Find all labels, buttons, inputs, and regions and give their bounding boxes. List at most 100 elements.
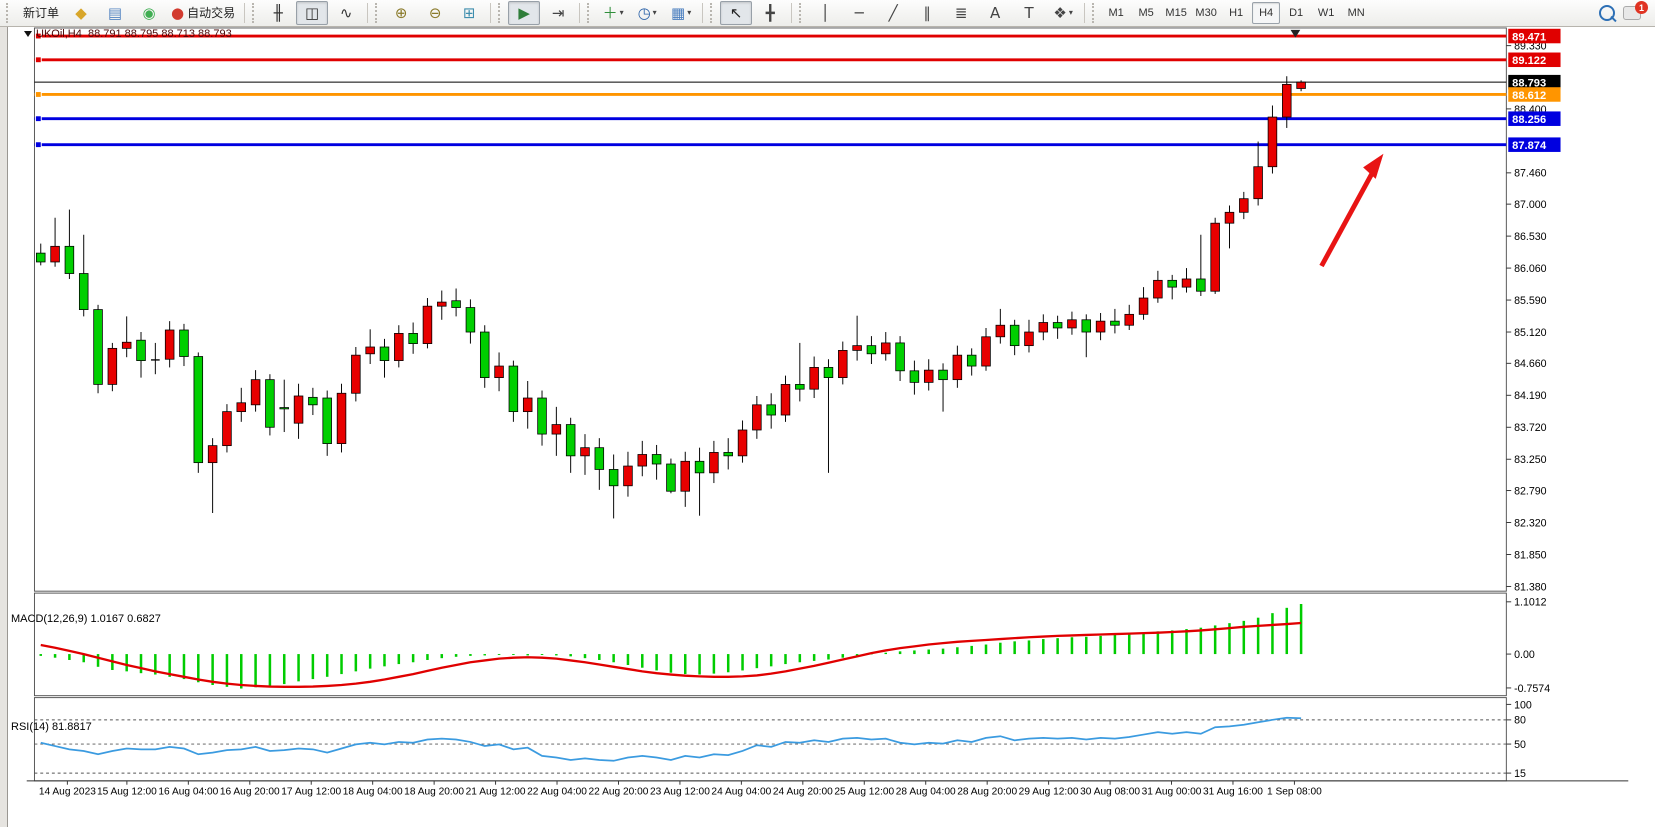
vertical-line-icon[interactable]: │ <box>809 1 841 25</box>
hline-handle[interactable] <box>34 32 42 40</box>
crosshair-icon[interactable]: ╋ <box>754 1 786 25</box>
time-axis-label[interactable]: 24 Aug 20:00 <box>773 786 833 797</box>
timeframe-m30-button[interactable]: M30 <box>1195 7 1217 19</box>
time-axis-label[interactable]: 28 Aug 04:00 <box>896 786 956 797</box>
bull-candle <box>1095 320 1106 333</box>
horizontal-line-icon[interactable]: ─ <box>843 1 875 25</box>
time-axis-label[interactable]: 25 Aug 12:00 <box>834 786 894 797</box>
time-axis-label[interactable]: 30 Aug 08:00 <box>1080 786 1140 797</box>
hline-handle[interactable] <box>34 115 42 123</box>
trend-arrow-object[interactable] <box>1319 169 1376 268</box>
bull-candle <box>1124 313 1134 326</box>
gold-icon[interactable]: ◆ <box>65 1 97 25</box>
price-tick-label[interactable]: 83.250 <box>1514 454 1547 466</box>
channel-icon[interactable]: ∥ <box>911 1 943 25</box>
price-chart[interactable]: 89.33088.40087.46087.00086.53086.06085.5… <box>0 27 1655 836</box>
zoom-in-icon[interactable]: ⊕ <box>385 1 417 25</box>
price-tick-label[interactable]: 81.850 <box>1514 549 1547 561</box>
price-tick-label[interactable]: 87.460 <box>1514 168 1547 180</box>
timeframe-d1-button[interactable]: D1 <box>1289 7 1304 19</box>
timeframe-m5-button[interactable]: M5 <box>1138 7 1154 19</box>
search-icon[interactable] <box>1599 5 1615 21</box>
bull-candle <box>293 395 304 424</box>
price-tick-label[interactable]: 82.320 <box>1514 517 1547 529</box>
price-tick-label[interactable]: 84.660 <box>1514 358 1547 370</box>
price-tick-label[interactable]: 85.120 <box>1514 327 1547 339</box>
hline-handle[interactable] <box>34 56 42 64</box>
bear-candle <box>694 460 705 474</box>
text-tool-icon[interactable]: A <box>979 1 1011 25</box>
timeframe-m1-button[interactable]: M1 <box>1108 7 1124 19</box>
timeframe-w1-button[interactable]: W1 <box>1317 7 1335 19</box>
price-tick-label[interactable]: 81.380 <box>1514 581 1547 593</box>
time-axis-label[interactable]: 29 Aug 12:00 <box>1019 786 1079 797</box>
timeframe-mn-button[interactable]: MN <box>1347 7 1365 19</box>
time-axis-label[interactable]: 15 Aug 12:00 <box>97 786 157 797</box>
chart-shift-icon[interactable]: ⇥ <box>542 1 574 25</box>
zoom-out-icon[interactable]: ⊖ <box>419 1 451 25</box>
price-tick-label[interactable]: 83.720 <box>1514 422 1547 434</box>
candlestick-chart-icon[interactable]: ◫ <box>296 1 329 25</box>
price-tick-label[interactable]: 82.790 <box>1514 485 1547 497</box>
tile-windows-icon[interactable]: ⊞ <box>453 1 485 25</box>
templates-icon: ▦ <box>671 3 686 22</box>
price-tick-label[interactable]: 86.060 <box>1514 263 1547 275</box>
price-tick-label[interactable]: 86.530 <box>1514 231 1547 243</box>
hline-handle[interactable] <box>34 141 42 149</box>
time-axis-label[interactable]: 16 Aug 04:00 <box>158 786 218 797</box>
new-order-button[interactable]: 新订单 <box>16 1 63 25</box>
time-axis-label[interactable]: 22 Aug 20:00 <box>589 786 649 797</box>
time-axis-label[interactable]: 16 Aug 20:00 <box>220 786 280 797</box>
label-tool-icon[interactable]: T <box>1013 1 1045 25</box>
bull-candle <box>680 460 690 492</box>
bull-candle <box>838 350 848 378</box>
indicators-icon[interactable]: ＋ ▾ <box>597 1 629 25</box>
trendline-icon[interactable]: ╱ <box>877 1 909 25</box>
time-axis-label[interactable]: 18 Aug 20:00 <box>404 786 464 797</box>
time-axis-label[interactable]: 31 Aug 16:00 <box>1203 786 1263 797</box>
bar-chart-icon[interactable]: ╫ <box>262 1 294 25</box>
price-tick-label[interactable]: 87.000 <box>1514 199 1547 211</box>
auto-scroll-icon: ▶ <box>518 3 530 22</box>
bear-candle <box>895 342 905 372</box>
zoom-in-icon: ⊕ <box>394 3 408 22</box>
macd-header: MACD(12,26,9) 1.0167 0.6827 <box>11 613 161 625</box>
price-tick-label[interactable]: 89.330 <box>1514 40 1547 52</box>
price-tick-label[interactable]: 84.190 <box>1514 390 1547 402</box>
fibonacci-icon[interactable]: ≣ <box>945 1 977 25</box>
line-chart-icon[interactable]: ∿ <box>330 1 362 25</box>
price-tick-label[interactable]: 85.590 <box>1514 295 1547 307</box>
chart-shift-icon: ⇥ <box>551 3 565 22</box>
arrows-tool-icon[interactable]: ❖ ▾ <box>1047 1 1079 25</box>
bear-candle <box>64 245 75 274</box>
auto-scroll-icon[interactable]: ▶ <box>508 1 541 25</box>
toolbar-separator <box>702 3 704 23</box>
time-axis-label[interactable]: 31 Aug 00:00 <box>1142 786 1202 797</box>
marketwatch-icon[interactable]: ◉ <box>133 1 165 25</box>
time-axis-label[interactable]: 1 Sep 08:00 <box>1267 786 1322 797</box>
bear-candle <box>479 331 490 378</box>
price-label-badge <box>1508 52 1561 68</box>
timeframe-h1-button[interactable]: H1 <box>1229 7 1244 19</box>
chart-shift-marker-icon[interactable] <box>1290 29 1301 38</box>
autotrading-button[interactable]: ● 自动交易 <box>167 1 239 25</box>
rsi-axis-label: 15 <box>1514 768 1526 780</box>
chart-window[interactable]: UKOil,H4 88.791 88.795 88.713 88.793 MAC… <box>0 27 1655 836</box>
templates-icon[interactable]: ▦ ▾ <box>665 1 697 25</box>
time-axis-label[interactable]: 21 Aug 12:00 <box>466 786 526 797</box>
timeframe-h4-button[interactable]: H4 <box>1252 2 1281 24</box>
hline-handle[interactable] <box>34 91 42 98</box>
time-axis-label[interactable]: 24 Aug 04:00 <box>711 786 771 797</box>
terminal-window-icon[interactable]: ▤ <box>99 1 131 25</box>
chat-icon[interactable]: 1 <box>1623 1 1648 20</box>
cursor-icon[interactable]: ↖ <box>720 1 753 25</box>
candlestick-chart-icon: ◫ <box>305 3 320 22</box>
periods-clock-icon[interactable]: ◷ ▾ <box>631 1 663 25</box>
time-axis-label[interactable]: 23 Aug 12:00 <box>650 786 710 797</box>
time-axis-label[interactable]: 22 Aug 04:00 <box>527 786 587 797</box>
timeframe-m15-button[interactable]: M15 <box>1165 7 1187 19</box>
time-axis-label[interactable]: 14 Aug 2023 <box>39 786 96 797</box>
time-axis-label[interactable]: 17 Aug 12:00 <box>281 786 341 797</box>
time-axis-label[interactable]: 18 Aug 04:00 <box>343 786 403 797</box>
time-axis-label[interactable]: 28 Aug 20:00 <box>957 786 1017 797</box>
